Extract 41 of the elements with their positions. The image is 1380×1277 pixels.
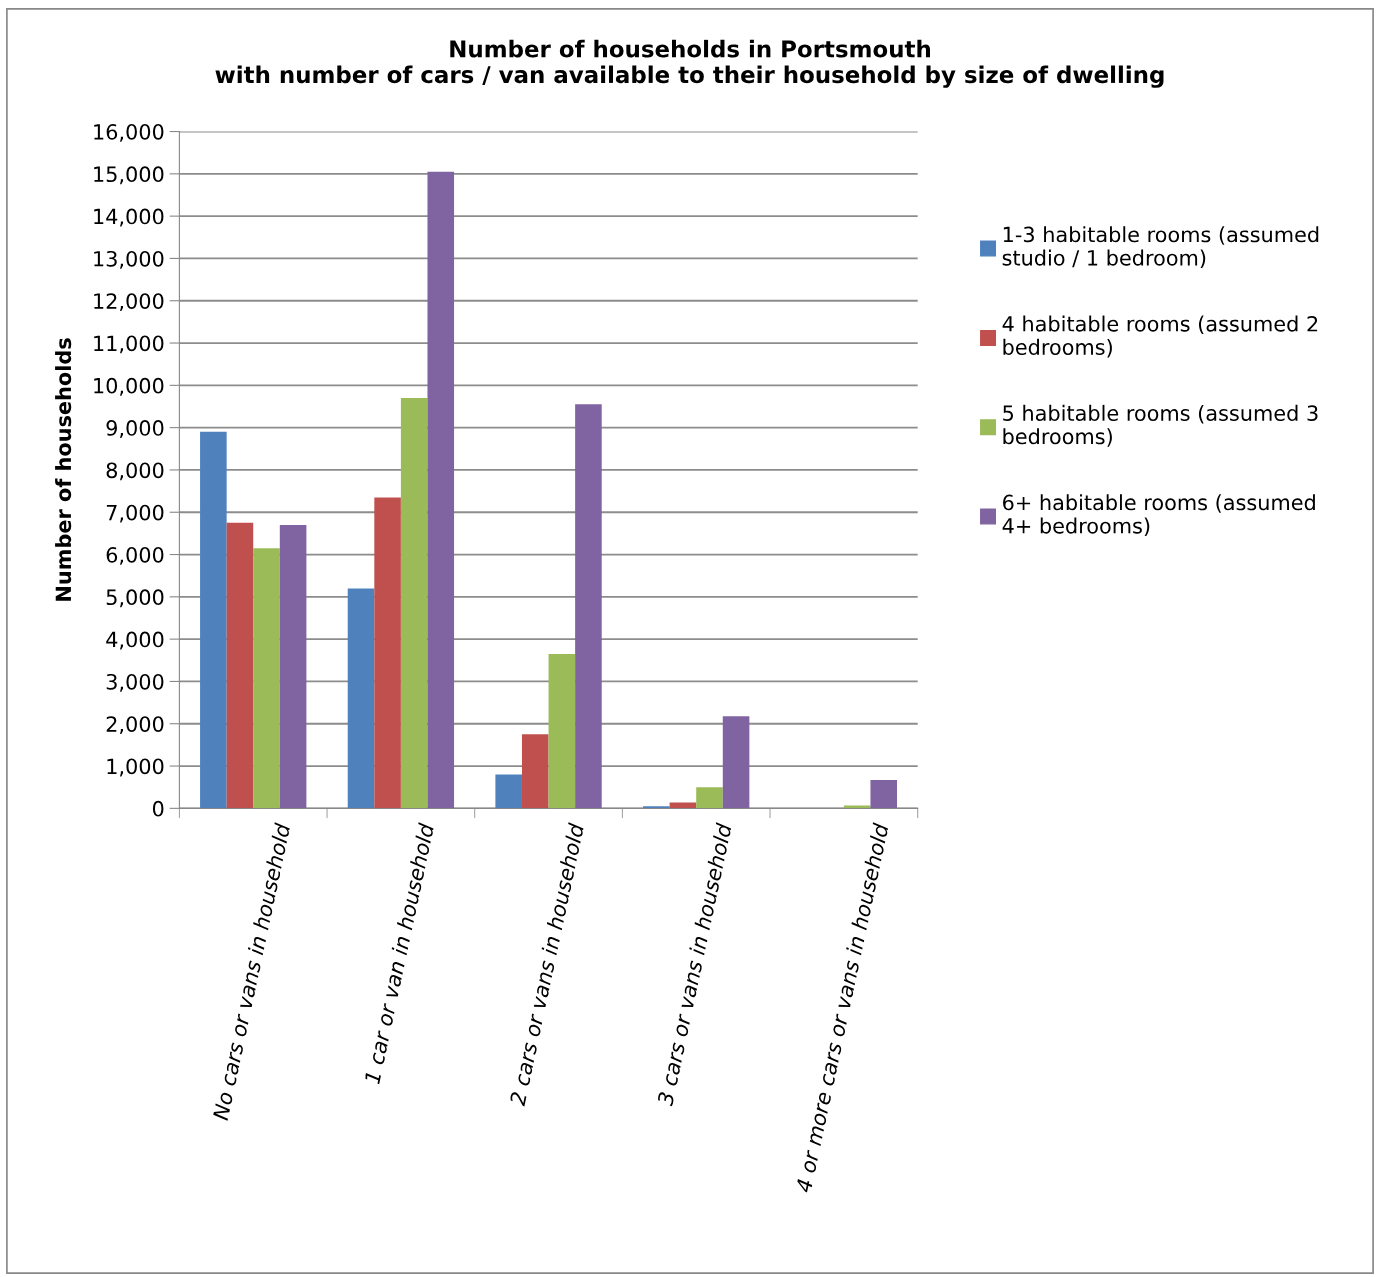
bar (643, 806, 670, 809)
legend-label: 1-3 habitable rooms (assumed studio / 1 bedroom) (1002, 226, 1319, 269)
y-tick-label: 13,000 (94, 250, 164, 269)
chart-title: Number of households in Portsmouth with number of cars / van available to their household by size of dwelling (215, 39, 1164, 88)
y-tick-label: 1,000 (107, 758, 164, 777)
bar (347, 588, 375, 809)
y-tick-label: 4,000 (106, 631, 164, 650)
bar (226, 522, 254, 809)
y-tick-label: 3,000 (106, 673, 164, 692)
y-tick-label: 12,000 (94, 293, 164, 312)
bar (279, 524, 307, 809)
bar (696, 787, 723, 809)
y-axis-title: Number of households (55, 338, 72, 601)
y-tick-label: 5,000 (106, 589, 164, 608)
bar (870, 780, 898, 809)
bar (722, 716, 750, 809)
bar (495, 774, 522, 809)
y-tick-label: 10,000 (94, 377, 164, 396)
bar (575, 404, 602, 809)
y-tick-label: 9,000 (106, 420, 164, 438)
y-tick-label: 2,000 (106, 716, 164, 735)
bar (548, 653, 576, 809)
bar (200, 431, 227, 809)
y-tick-label: 8,000 (106, 462, 164, 481)
bar (374, 497, 401, 809)
bar (400, 398, 428, 809)
y-tick-label: 16,000 (94, 123, 164, 142)
bar (521, 734, 549, 809)
bar (427, 171, 455, 809)
y-tick-label: 14,000 (94, 208, 164, 227)
bar (669, 802, 697, 809)
legend-label: 4 habitable rooms (assumed 2 bedrooms) (1002, 315, 1318, 358)
y-tick-label: 6,000 (106, 546, 164, 565)
y-tick-label: 11,000 (94, 335, 164, 354)
bar (253, 548, 280, 809)
legend-label: 5 habitable rooms (assumed 3 bedrooms) (1003, 404, 1318, 447)
bar (843, 805, 871, 809)
legend-label: 6+ habitable rooms (assumed 4+ bedrooms) (1002, 494, 1315, 537)
y-tick-label: 15,000 (94, 166, 164, 185)
y-tick-label: 0 (152, 800, 164, 817)
y-tick-label: 7,000 (106, 504, 164, 523)
